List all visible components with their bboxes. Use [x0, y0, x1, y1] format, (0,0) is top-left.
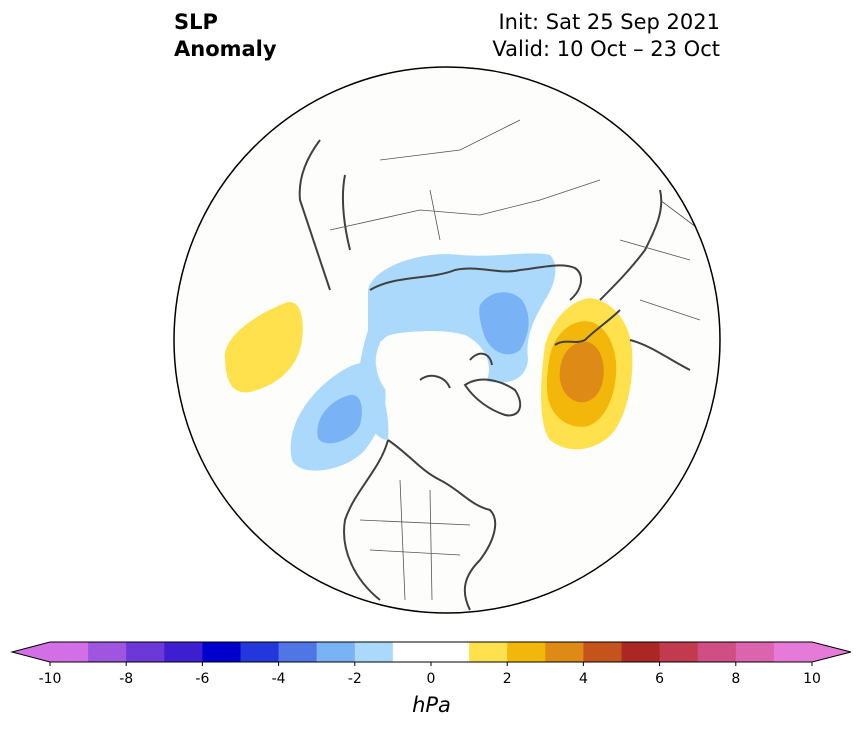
coastline-eurasia [369, 264, 621, 346]
coastline-arctic-islands [419, 352, 493, 389]
colorbar-tick-label: 10 [803, 671, 821, 687]
border-lines-asia [329, 119, 601, 241]
colorbar-tick-label: -4 [272, 671, 286, 687]
colorbar-tick-label: 6 [655, 671, 664, 687]
colorbar-box [469, 642, 508, 662]
colorbar-box [545, 642, 584, 662]
coastline-europe [599, 189, 691, 371]
colorbar-boxes [10, 641, 852, 663]
colorbar-box [316, 642, 356, 662]
colorbar-box [354, 642, 394, 662]
colorbar-tick-label: -8 [119, 671, 133, 687]
colorbar-tick-label: -2 [348, 671, 362, 687]
title-variable-qualifier: Anomaly [174, 37, 277, 61]
colorbar-box [507, 642, 546, 662]
colorbar-box [202, 642, 241, 662]
map-title: SLP Anomaly [174, 9, 277, 63]
coastline-east-asia [298, 139, 351, 291]
anomaly-negative-ne-pacific-inner [317, 394, 362, 444]
colorbar-box [697, 642, 737, 662]
colorbar-ticks: -10 -8 -6 -4 -2 0 2 4 6 8 10 [39, 662, 821, 687]
init-date: Init: Sat 25 Sep 2021 [498, 10, 720, 34]
border-lines-north-america [359, 479, 471, 601]
borders [329, 119, 701, 601]
valid-period: Valid: 10 Oct – 23 Oct [492, 37, 720, 61]
colorbar-box [240, 642, 280, 662]
coastline-north-america [343, 439, 497, 611]
map-disc-outline [173, 66, 721, 614]
anomaly-positive-atlantic-3 [559, 341, 604, 403]
coastlines [298, 139, 691, 611]
colorbar-under-arrow [12, 642, 50, 662]
colorbar-box [278, 642, 318, 662]
anomaly-positive-pacific [224, 301, 303, 393]
colorbar-box [50, 642, 89, 662]
colorbar-box [621, 642, 661, 662]
colorbar-unit-label: hPa [412, 693, 451, 717]
forecast-dates: Init: Sat 25 Sep 2021 Valid: 10 Oct – 23… [492, 9, 720, 63]
colorbar-tick-label: 4 [579, 671, 588, 687]
colorbar-box [88, 642, 127, 662]
colorbar-tick-label: 2 [503, 671, 512, 687]
coastline-greenland [463, 378, 522, 417]
colorbar-box [126, 642, 165, 662]
colorbar-tick-label: 0 [427, 671, 436, 687]
title-variable: SLP [174, 10, 218, 34]
colorbar-tick-label: -6 [195, 671, 209, 687]
colorbar-box [735, 642, 775, 662]
anomaly-fill-layer [224, 253, 633, 471]
colorbar-box [392, 642, 470, 662]
colorbar-box [164, 642, 203, 662]
border-lines-europe [619, 199, 701, 321]
colorbar: -10 -8 -6 -4 -2 0 2 4 6 8 10 [10, 641, 852, 687]
colorbar-box [773, 642, 813, 662]
colorbar-tick-label: -10 [39, 671, 62, 687]
colorbar-box [659, 642, 699, 662]
colorbar-box [583, 642, 622, 662]
colorbar-over-arrow [812, 642, 851, 662]
anomaly-white-core [376, 330, 489, 407]
polar-map [173, 66, 721, 614]
anomaly-negative-eurasia-inner [479, 292, 529, 355]
colorbar-tick-label: 8 [731, 671, 740, 687]
